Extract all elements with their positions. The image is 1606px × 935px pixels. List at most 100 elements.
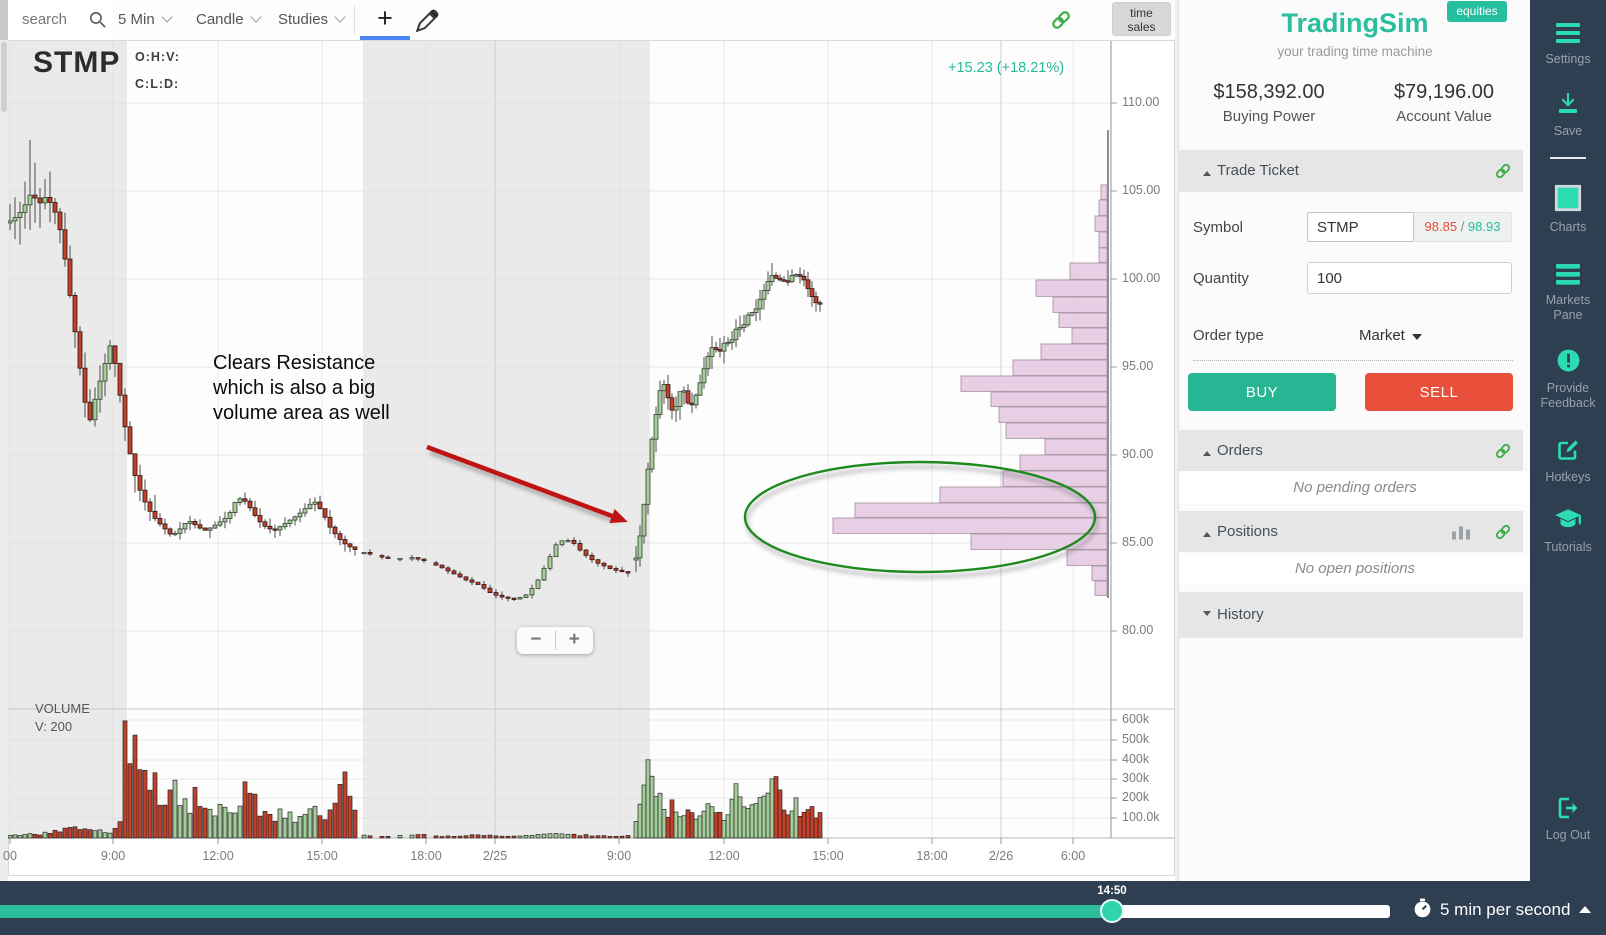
time-axis-label: 15:00 [812,849,844,863]
left-rail-top [0,0,8,40]
add-comparison-button[interactable]: + [377,3,393,33]
price-axis-label: 105.00 [1122,183,1161,197]
studies-dropdown[interactable]: Studies [278,0,346,39]
annotation-arrow [426,444,613,519]
list-icon [1556,264,1580,285]
buying-power-value: $158,392.00 [1213,81,1325,103]
orders-empty-state: No pending orders [1179,473,1531,503]
orders-title: Orders [1217,442,1263,459]
buying-power-label: Buying Power [1222,108,1316,125]
sidebar-item-hotkeys[interactable]: Hotkeys [1530,438,1606,485]
history-header[interactable]: History [1179,592,1523,638]
volume-axis-label: 200k [1122,790,1150,804]
time-axis-label: 9:00 [606,849,632,863]
symbol-search[interactable] [8,0,112,39]
ticket-divider [1193,360,1513,361]
sidebar-item-markets-pane[interactable]: Markets Pane [1530,264,1606,323]
brand-tagline: your trading time machine [1277,44,1433,59]
time-axis-label: 18:00 [916,849,948,863]
left-scroll-thumb[interactable] [1,42,7,112]
order-type-label: Order type [1193,327,1264,344]
buy-button[interactable]: BUY [1188,373,1336,411]
link-icon[interactable] [1495,443,1511,459]
price-axis-label: 110.00 [1122,95,1160,109]
symbol-label: Symbol [1193,219,1244,236]
time-sales-button[interactable]: time sales [1112,2,1171,36]
orders-header[interactable]: Orders [1179,430,1523,471]
account-value-value: $79,196.00 [1393,81,1495,103]
sidebar-item-settings[interactable]: Settings [1530,23,1606,67]
ohlc-readout-top: O:H:V: [135,50,180,64]
chart-type-dropdown[interactable]: Candle [196,0,262,39]
link-icon[interactable] [1495,524,1511,540]
positions-chart-icon[interactable] [1451,523,1471,545]
replay-speed-label: 5 min per second [1440,900,1571,919]
collapse-icon [1203,447,1211,456]
price-axis-label: 85.00 [1122,535,1154,549]
link-icon [1052,11,1070,29]
zoom-out-button[interactable]: − [530,629,542,650]
brand-logo: TradingSim [1281,8,1429,38]
sidebar-divider [1550,157,1586,159]
volume-axis-label: 400k [1122,752,1150,766]
volume-axis-label: 300k [1122,771,1150,785]
replay-slider-fill [0,905,1112,918]
panel-gap [1175,0,1178,883]
replay-bar: 14:50 5 min per second [0,881,1606,935]
equities-badge: equities [1447,1,1507,22]
sidebar-item-charts[interactable]: Charts [1530,184,1606,235]
replay-slider-track[interactable] [0,899,1390,923]
expand-icon [1203,611,1211,620]
symbol-input[interactable] [1307,212,1414,242]
replay-slider-thumb[interactable] [1100,899,1124,923]
link-icon[interactable] [1495,163,1511,179]
bid-ask-quote: 98.85 / 98.93 [1414,212,1512,242]
time-axis-label: 12:00 [708,849,740,863]
volume-axis-label: 100.0k [1122,810,1160,824]
bid-price: 98.85 [1424,219,1458,234]
sidebar-item-provide-feedback[interactable]: Provide Feedback [1530,348,1606,411]
volume-area-ellipse [743,460,1097,574]
app-sidebar: Settings Save Charts Markets Pane Provid… [1530,0,1606,935]
volume-axis-label: 500k [1122,732,1150,746]
price-axis-label: 95.00 [1122,359,1154,373]
zoom-control-divider [554,631,556,650]
save-download-icon [1559,93,1577,113]
volume-readout: V: 200 [35,719,73,734]
price-axis-label: 80.00 [1122,623,1154,637]
timeframe-dropdown[interactable]: 5 Min [118,0,173,39]
zoom-control: − + [517,627,593,654]
chart-canvas[interactable] [7,40,1175,876]
draw-tool-button[interactable] [414,8,440,34]
price-axis-label: 90.00 [1122,447,1154,461]
zoom-in-button[interactable]: + [568,629,580,650]
sell-button[interactable]: SELL [1365,373,1513,411]
chart-link-button[interactable] [1051,10,1071,30]
search-input[interactable] [20,10,88,29]
sidebar-item-save[interactable]: Save [1530,92,1606,139]
toolbar-divider [354,6,355,34]
logout-icon [1558,797,1578,819]
account-value-label: Account Value [1396,108,1492,125]
positions-header[interactable]: Positions [1179,511,1523,552]
replay-speed-control[interactable]: 5 min per second [1412,898,1592,920]
positions-empty-state: No open positions [1179,554,1531,584]
price-axis-label: 100.00 [1122,271,1161,285]
account-panel: TradingSim your trading time machine equ… [1178,0,1531,883]
quantity-input[interactable] [1307,262,1512,294]
sidebar-item-tutorials[interactable]: Tutorials [1530,508,1606,555]
graduation-cap-icon [1555,509,1581,528]
left-scroll-rail[interactable] [0,40,8,881]
time-axis-label: 9:00 [100,849,126,863]
time-axis-label: 18:00 [410,849,442,863]
order-type-dropdown[interactable]: Market [1359,327,1422,344]
chart-annotation-text: Clears Resistance which is also a big vo… [213,352,390,424]
time-axis-label: 2/26 [988,849,1014,863]
time-axis-label: 00 [3,849,17,863]
replay-time-label: 14:50 [1097,885,1127,897]
trade-ticket-header[interactable]: Trade Ticket [1179,150,1523,192]
chevron-down-icon [161,11,173,23]
sidebar-item-log-out[interactable]: Log Out [1530,796,1606,843]
chevron-down-icon [334,11,346,23]
